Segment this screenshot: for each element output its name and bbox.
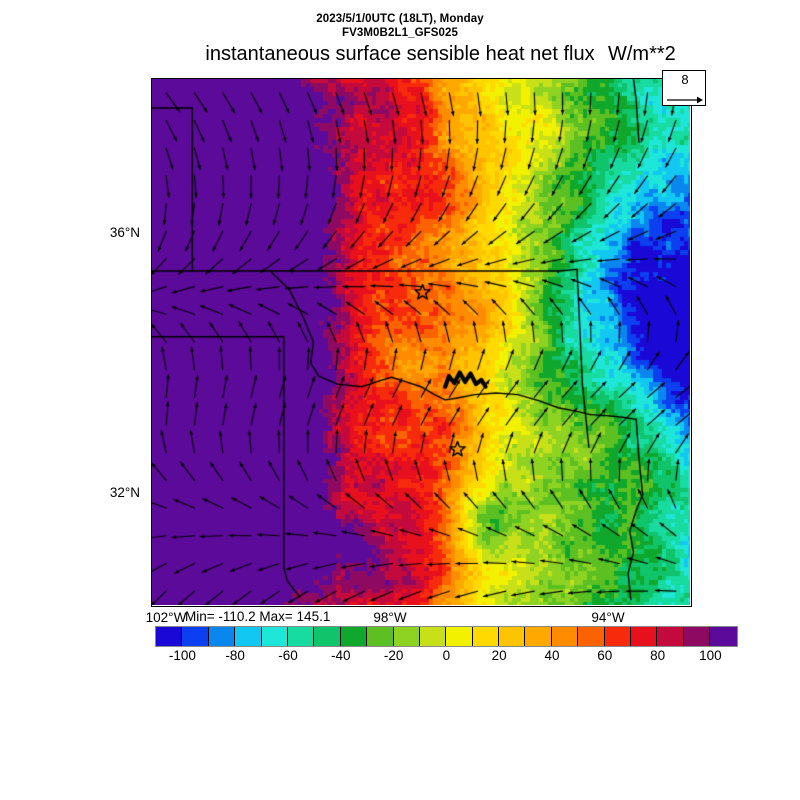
lat-tick-32n: 32°N — [109, 485, 140, 500]
wind-key-arrow-icon — [667, 96, 703, 104]
minmax-stats: Min= -110.2 Max= 145.1 — [185, 609, 331, 624]
colorbar-segment — [287, 627, 315, 646]
colorbar-tick-label: -20 — [383, 648, 404, 663]
header-date: 2023/5/1/0UTC (18LT), Monday — [316, 13, 484, 25]
map-overlay-borders-and-vectors — [152, 79, 690, 605]
colorbar-segment — [393, 627, 420, 646]
colorbar-segment — [235, 627, 262, 646]
colorbar-tick-label: 60 — [597, 648, 613, 663]
map-panel[interactable] — [151, 78, 692, 607]
colorbar-segment — [446, 627, 473, 646]
colorbar-tick-label: -60 — [278, 648, 298, 663]
colorbar-tick-label: 0 — [442, 648, 451, 663]
colorbar-segment — [208, 627, 236, 646]
colorbar-tick-label: -40 — [331, 648, 351, 663]
colorbar-segment — [367, 627, 394, 646]
colorbar-tick-label: -80 — [225, 648, 245, 663]
colorbar[interactable] — [155, 626, 738, 647]
units-label: W/m**2 — [608, 43, 676, 65]
colorbar-segment — [657, 627, 684, 646]
lat-tick-36n: 36°N — [109, 225, 140, 240]
wind-vector-key: 8 — [662, 70, 706, 106]
colorbar-tick-label: -100 — [168, 648, 196, 663]
colorbar-segment — [551, 627, 579, 646]
header-model: FV3M0B2L1_GFS025 — [341, 27, 458, 39]
colorbar-segment — [525, 627, 552, 646]
colorbar-segment — [340, 627, 368, 646]
title-row: instantaneous surface sensible heat net … — [0, 43, 800, 67]
colorbar-tick-label: 40 — [544, 648, 560, 663]
colorbar-segment — [182, 627, 209, 646]
wind-key-value: 8 — [681, 72, 689, 87]
colorbar-segment — [683, 627, 711, 646]
lon-tick-98w: 98°W — [373, 610, 407, 625]
colorbar-segment — [472, 627, 500, 646]
lon-tick-94w: 94°W — [591, 610, 625, 625]
colorbar-tick-label: 100 — [699, 648, 722, 663]
colorbar-segment — [261, 627, 288, 646]
colorbar-tick-label: 20 — [491, 648, 507, 663]
page-title: instantaneous surface sensible heat net … — [205, 43, 595, 65]
colorbar-segment — [578, 627, 605, 646]
colorbar-segment — [631, 627, 658, 646]
colorbar-segment — [710, 627, 737, 646]
colorbar-segment — [499, 627, 526, 646]
lon-tick-102w: 102°W — [145, 610, 187, 625]
colorbar-segment — [314, 627, 341, 646]
colorbar-segment — [156, 627, 183, 646]
colorbar-segment — [604, 627, 632, 646]
colorbar-tick-label: 80 — [650, 648, 666, 663]
colorbar-segment — [419, 627, 447, 646]
